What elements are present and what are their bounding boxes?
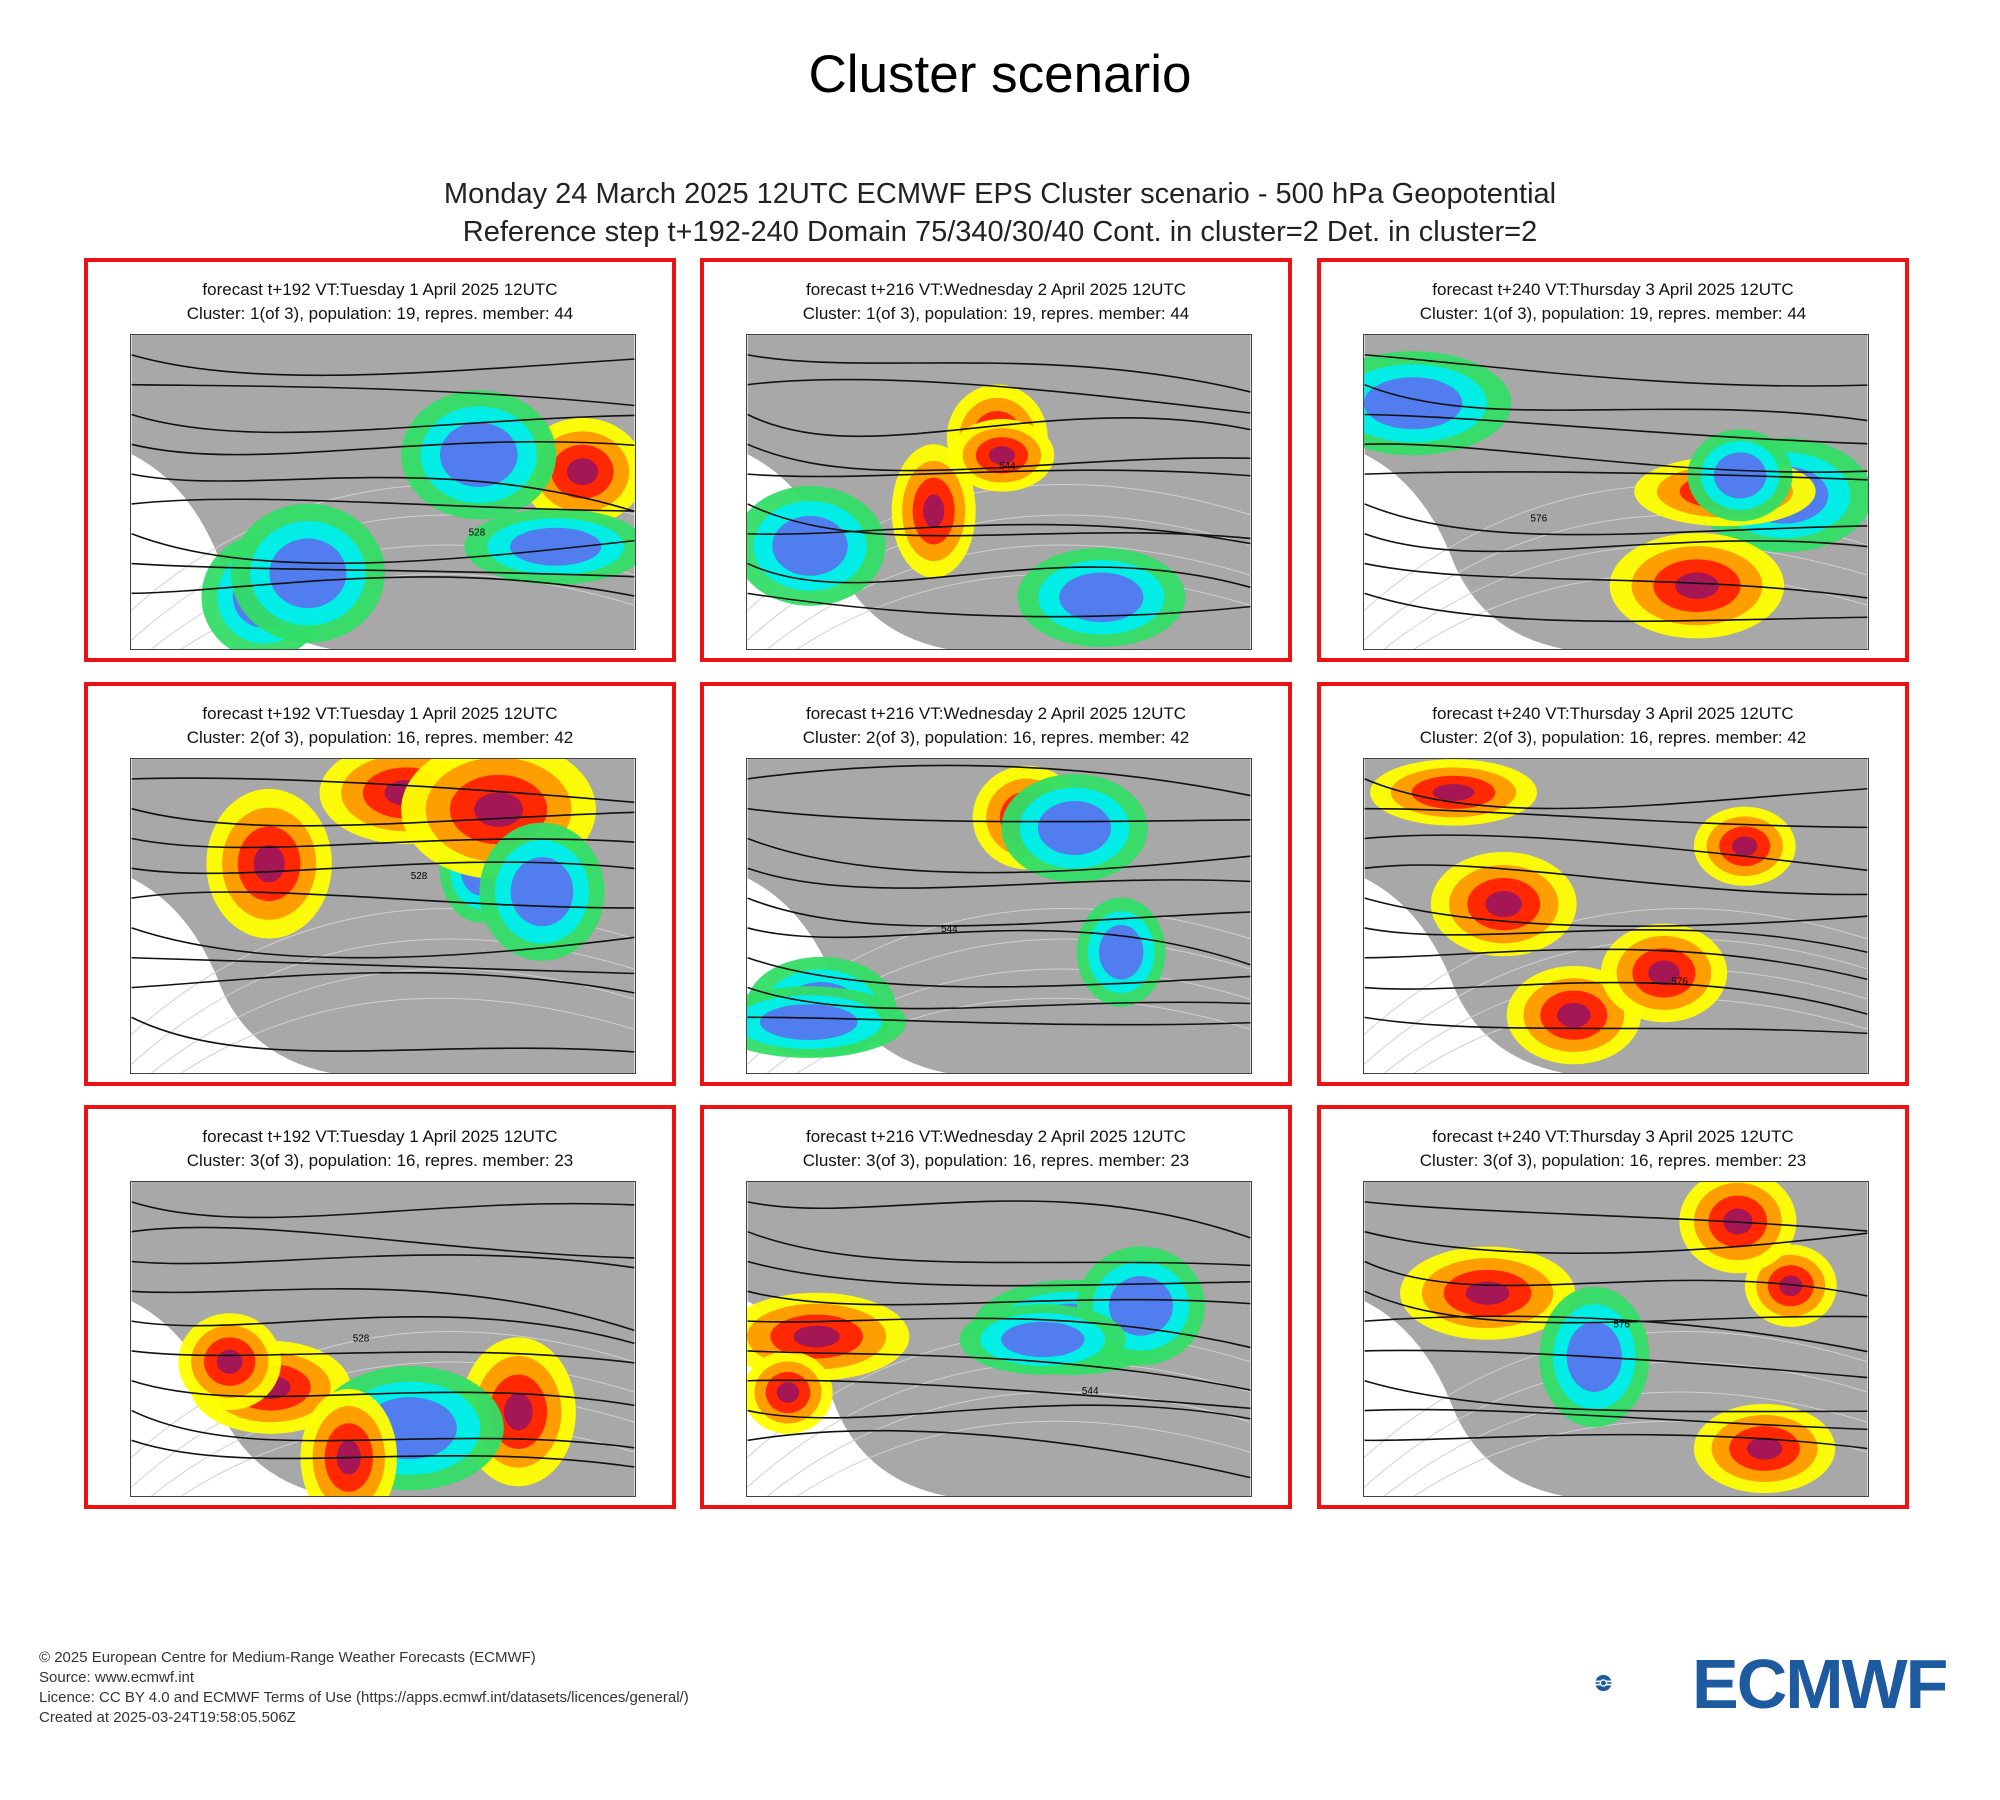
anomaly-map: 576 [1363, 334, 1869, 650]
ecmwf-logo-icon [1594, 1674, 1613, 1692]
footer-licence: Licence: CC BY 4.0 and ECMWF Terms of Us… [39, 1689, 689, 1706]
footer-created: Created at 2025-03-24T19:58:05.506Z [39, 1709, 296, 1726]
panel-forecast-title: forecast t+240 VT:Thursday 3 April 2025 … [1432, 1127, 1794, 1146]
contour-label: 544 [999, 461, 1016, 472]
panel-forecast-title: forecast t+240 VT:Thursday 3 April 2025 … [1432, 280, 1794, 299]
panel-forecast-title: forecast t+216 VT:Wednesday 2 April 2025… [805, 704, 1187, 723]
panel-forecast-title: forecast t+192 VT:Tuesday 1 April 2025 1… [202, 1127, 558, 1146]
anomaly-map: 544 [746, 334, 1252, 650]
anomaly-map: 544 [746, 758, 1252, 1074]
map-panel-c3-t240: forecast t+240 VT:Thursday 3 April 2025 … [1317, 1105, 1909, 1509]
panel-cluster-info: Cluster: 3(of 3), population: 16, repres… [1419, 1151, 1807, 1170]
map-panel-c2-t240: forecast t+240 VT:Thursday 3 April 2025 … [1317, 682, 1909, 1086]
footer-credits: © 2025 European Centre for Medium-Range … [39, 1648, 689, 1728]
contour-label: 576 [1613, 1320, 1630, 1331]
footer-source: Source: www.ecmwf.int [39, 1669, 195, 1686]
panel-forecast-title: forecast t+192 VT:Tuesday 1 April 2025 1… [202, 280, 558, 299]
anomaly-map: 544 [746, 1181, 1252, 1497]
panel-cluster-info: Cluster: 1(of 3), population: 19, repres… [186, 304, 574, 323]
panel-forecast-title: forecast t+216 VT:Wednesday 2 April 2025… [805, 1127, 1187, 1146]
map-panel-c2-t192: forecast t+192 VT:Tuesday 1 April 2025 1… [84, 682, 676, 1086]
panel-cluster-info: Cluster: 2(of 3), population: 16, repres… [186, 728, 574, 747]
anomaly-map: 576 [1363, 1181, 1869, 1497]
page-title: Cluster scenario [808, 45, 1192, 104]
map-panel-c3-t192: forecast t+192 VT:Tuesday 1 April 2025 1… [84, 1105, 676, 1509]
contour-label: 528 [353, 1333, 370, 1344]
chart-header-line-2: Reference step t+192-240 Domain 75/340/3… [462, 216, 1538, 248]
map-panel-c1-t240: forecast t+240 VT:Thursday 3 April 2025 … [1317, 258, 1909, 662]
panel-cluster-info: Cluster: 3(of 3), population: 16, repres… [186, 1151, 574, 1170]
panel-forecast-title: forecast t+240 VT:Thursday 3 April 2025 … [1432, 704, 1794, 723]
map-panel-c1-t192: forecast t+192 VT:Tuesday 1 April 2025 1… [84, 258, 676, 662]
contour-label: 576 [1531, 514, 1548, 525]
map-panel-c3-t216: forecast t+216 VT:Wednesday 2 April 2025… [700, 1105, 1292, 1509]
panel-cluster-info: Cluster: 2(of 3), population: 16, repres… [802, 728, 1190, 747]
anomaly-map: 528 [130, 758, 636, 1074]
anomaly-map: 576 [1363, 758, 1869, 1074]
contour-label: 576 [1671, 977, 1688, 988]
panel-forecast-title: forecast t+192 VT:Tuesday 1 April 2025 1… [202, 704, 558, 723]
map-panel-c1-t216: forecast t+216 VT:Wednesday 2 April 2025… [700, 258, 1292, 662]
ecmwf-logo-text: ECMWF [1692, 1645, 1948, 1723]
chart-header-line-1: Monday 24 March 2025 12UTC ECMWF EPS Clu… [443, 178, 1557, 210]
map-panel-c2-t216: forecast t+216 VT:Wednesday 2 April 2025… [700, 682, 1292, 1086]
anomaly-map: 528 [130, 1181, 636, 1497]
footer-copyright: © 2025 European Centre for Medium-Range … [39, 1649, 536, 1666]
panel-cluster-info: Cluster: 2(of 3), population: 16, repres… [1419, 728, 1807, 747]
panel-forecast-title: forecast t+216 VT:Wednesday 2 April 2025… [805, 280, 1187, 299]
contour-label: 544 [1082, 1386, 1099, 1397]
panel-cluster-info: Cluster: 1(of 3), population: 19, repres… [802, 304, 1190, 323]
anomaly-map: 528 [130, 334, 636, 650]
contour-label: 544 [941, 924, 958, 935]
panel-cluster-info: Cluster: 1(of 3), population: 19, repres… [1419, 304, 1807, 323]
panel-cluster-info: Cluster: 3(of 3), population: 16, repres… [802, 1151, 1190, 1170]
contour-label: 528 [469, 527, 486, 538]
contour-label: 528 [411, 871, 428, 882]
